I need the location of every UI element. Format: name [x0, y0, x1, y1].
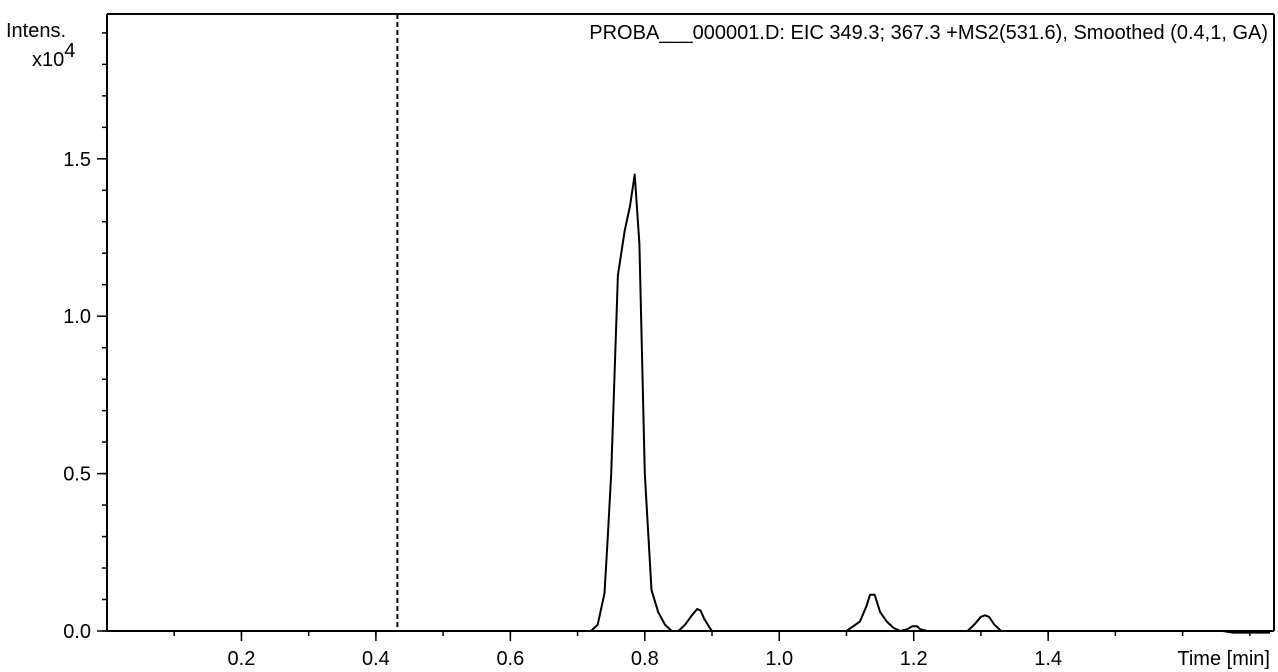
- x-tick-label: 0.6: [496, 648, 524, 670]
- y-axis-multiplier: x104: [32, 40, 75, 71]
- chart-texts: PROBA___000001.D: EIC 349.3; 367.3 +MS2(…: [6, 20, 1270, 670]
- y-axis-label: Intens.: [6, 20, 66, 42]
- y-axis-multiplier-exponent: 4: [64, 40, 75, 62]
- plot-area: [107, 14, 1270, 634]
- x-tick-label: 1.0: [765, 648, 793, 670]
- tick-labels: 0.0 0.5 1.0 1.5 0.2 0.4 0.6 0.8 1.0 1.2 1.4: [63, 149, 1062, 670]
- y-tick-label: 1.0: [63, 306, 91, 328]
- y-axis-multiplier-base: x10: [32, 49, 64, 71]
- x-tick-label: 0.8: [631, 648, 659, 670]
- x-tick-label: 0.2: [228, 648, 256, 670]
- chart-title: PROBA___000001.D: EIC 349.3; 367.3 +MS2(…: [589, 22, 1268, 44]
- ticks: [97, 32, 1251, 641]
- eic-trace-line: [107, 173, 1270, 634]
- y-tick-label: 1.5: [63, 149, 91, 171]
- x-tick-label: 1.4: [1034, 648, 1062, 670]
- y-tick-label: 0.5: [63, 464, 91, 486]
- axes: [106, 13, 1275, 632]
- x-axis-label: Time [min]: [1177, 648, 1270, 670]
- y-tick-label: 0.0: [63, 621, 91, 643]
- x-tick-label: 0.4: [362, 648, 390, 670]
- x-tick-label: 1.2: [900, 648, 928, 670]
